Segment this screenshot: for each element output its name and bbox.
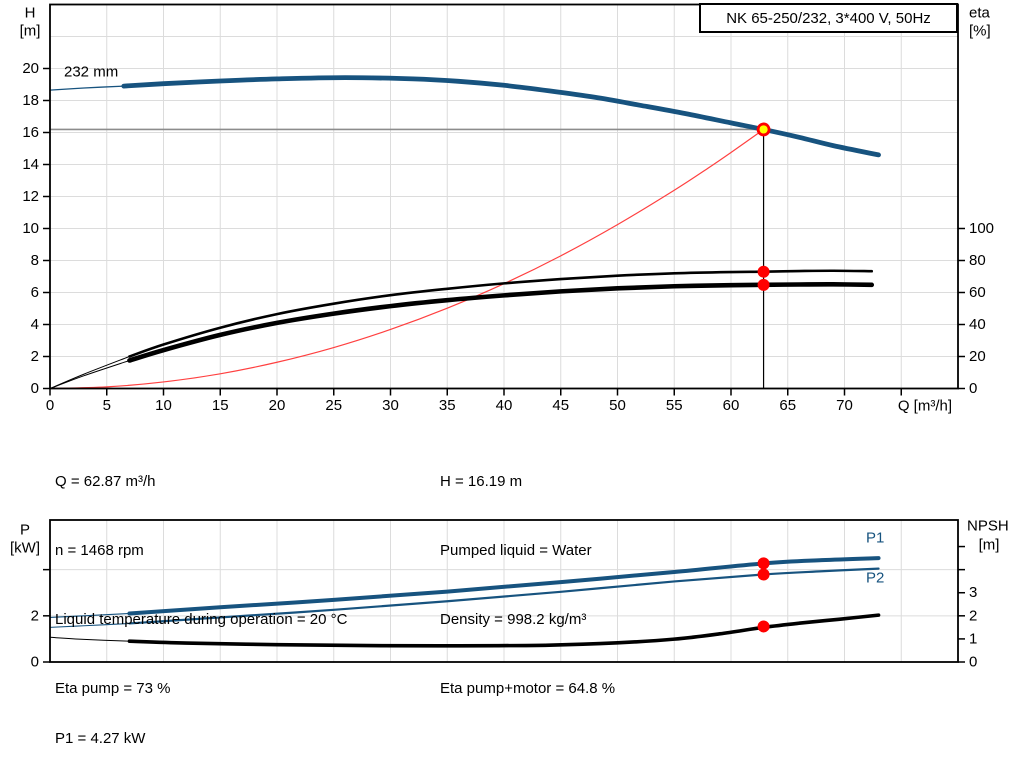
annotation-speed: n = 1468 rpm bbox=[55, 542, 144, 559]
duty-point[interactable] bbox=[756, 122, 771, 137]
svg-text:0: 0 bbox=[969, 654, 977, 671]
svg-text:NPSH: NPSH bbox=[967, 518, 1009, 535]
chart-border bbox=[49, 519, 959, 663]
p1-curve-label: P1 bbox=[866, 530, 884, 547]
svg-text:H: H bbox=[25, 5, 36, 22]
annotation-eta-pump: Eta pump = 73 % bbox=[55, 680, 171, 697]
p2-power-curve-leadin bbox=[49, 622, 130, 628]
svg-text:Q [m³/h]: Q [m³/h] bbox=[898, 398, 952, 415]
svg-text:8: 8 bbox=[31, 252, 39, 269]
svg-text:1: 1 bbox=[969, 630, 977, 647]
head-efficiency-chart: 0 5 10 15 20 25 30 35 40 45 50 55 60 65 70 0 2 4 6 8 10 12 14 1… bbox=[20, 3, 994, 415]
svg-text:40: 40 bbox=[969, 316, 986, 333]
svg-text:18: 18 bbox=[22, 92, 39, 109]
power-data-column: P1 = 4.27 kW P2 = 3.792 kW NPSH = 1.54 m… bbox=[55, 681, 397, 781]
axis-ticks bbox=[43, 545, 965, 663]
p2-power-curve[interactable] bbox=[128, 567, 880, 625]
annotation-eta-pump-motor: Eta pump+motor = 64.8 % bbox=[440, 680, 616, 697]
svg-text:eta: eta bbox=[969, 5, 991, 22]
svg-text:15: 15 bbox=[212, 397, 229, 414]
annotation-pumped-liquid: Pumped liquid = Water bbox=[440, 542, 592, 559]
system-curve[interactable] bbox=[49, 128, 764, 390]
eta-pump-motor-curve-leadin bbox=[49, 360, 130, 389]
svg-text:0: 0 bbox=[31, 654, 39, 671]
svg-text:70: 70 bbox=[836, 397, 853, 414]
svg-text:30: 30 bbox=[382, 397, 399, 414]
svg-text:35: 35 bbox=[439, 397, 456, 414]
annotation-density: Density = 998.2 kg/m³ bbox=[440, 611, 587, 628]
svg-text:16: 16 bbox=[22, 124, 39, 141]
npsh-curve[interactable] bbox=[127, 613, 881, 648]
annotation-p1: P1 = 4.27 kW bbox=[55, 730, 146, 747]
npsh-curve-leadin bbox=[49, 636, 130, 642]
svg-text:2: 2 bbox=[31, 348, 39, 365]
svg-text:20: 20 bbox=[969, 348, 986, 365]
p2-curve-label: P2 bbox=[866, 570, 884, 587]
svg-text:65: 65 bbox=[779, 397, 796, 414]
svg-text:60: 60 bbox=[723, 397, 740, 414]
annotation-head: H = 16.19 m bbox=[440, 473, 523, 490]
svg-text:60: 60 bbox=[969, 284, 986, 301]
svg-text:0: 0 bbox=[46, 397, 54, 414]
svg-text:55: 55 bbox=[666, 397, 683, 414]
axis-ticks bbox=[43, 67, 965, 396]
impeller-diameter-label: 232 mm bbox=[64, 64, 118, 81]
svg-text:20: 20 bbox=[22, 60, 39, 77]
pump-head-curve-232mm-leadin bbox=[49, 85, 124, 91]
p1-power-curve-leadin bbox=[49, 612, 130, 619]
svg-text:[kW]: [kW] bbox=[10, 540, 40, 557]
annotation-liquid-temperature: Liquid temperature during operation = 20… bbox=[55, 611, 348, 628]
eta-pump-curve[interactable] bbox=[128, 269, 874, 358]
p1-power-curve[interactable] bbox=[127, 556, 881, 616]
svg-text:6: 6 bbox=[31, 284, 39, 301]
svg-text:80: 80 bbox=[969, 252, 986, 269]
svg-text:2: 2 bbox=[31, 607, 39, 624]
npsh-duty-dot bbox=[757, 620, 770, 633]
p1-duty-dot bbox=[757, 557, 770, 570]
svg-text:5: 5 bbox=[103, 397, 111, 414]
pump-title-box: NK 65-250/232, 3*400 V, 50Hz bbox=[699, 3, 958, 33]
svg-text:[%]: [%] bbox=[969, 23, 991, 40]
gridlines bbox=[50, 4, 958, 389]
svg-text:50: 50 bbox=[609, 397, 626, 414]
eta-pump-motor-curve[interactable] bbox=[127, 282, 875, 363]
svg-text:10: 10 bbox=[155, 397, 172, 414]
axis-titles: P[kW] NPSH [m] bbox=[10, 518, 1009, 557]
pump-head-curve-232mm[interactable] bbox=[121, 75, 881, 158]
svg-text:0: 0 bbox=[31, 380, 39, 397]
eta-pump-motor-dot bbox=[757, 278, 770, 291]
annotation-flow: Q = 62.87 m³/h bbox=[55, 473, 156, 490]
svg-text:P: P bbox=[20, 522, 30, 539]
duty-data-right-column: H = 16.19 m Pumped liquid = Water Densit… bbox=[440, 424, 615, 746]
svg-text:14: 14 bbox=[22, 156, 39, 173]
svg-text:45: 45 bbox=[552, 397, 569, 414]
axis-titles: H[m] eta[%] Q [m³/h] bbox=[20, 5, 991, 415]
svg-text:[m]: [m] bbox=[20, 23, 41, 40]
svg-text:12: 12 bbox=[22, 188, 39, 205]
svg-text:3: 3 bbox=[969, 584, 977, 601]
tick-labels: 0 5 10 15 20 25 30 35 40 45 50 55 60 65 70 0 2 4 6 8 10 12 14 1… bbox=[22, 60, 994, 414]
svg-text:[m]: [m] bbox=[979, 537, 1000, 554]
svg-text:20: 20 bbox=[269, 397, 286, 414]
svg-text:0: 0 bbox=[969, 380, 977, 397]
power-npsh-chart: 0 2 0 1 2 3 P[kW] NPSH [m] P1 P2 bbox=[10, 518, 1009, 671]
svg-text:40: 40 bbox=[496, 397, 513, 414]
pump-title-text: NK 65-250/232, 3*400 V, 50Hz bbox=[726, 9, 931, 27]
tick-labels: 0 2 0 1 2 3 bbox=[31, 584, 978, 670]
svg-text:10: 10 bbox=[22, 220, 39, 237]
p2-duty-dot bbox=[757, 568, 770, 581]
svg-text:4: 4 bbox=[31, 316, 39, 333]
svg-text:2: 2 bbox=[969, 607, 977, 624]
svg-text:25: 25 bbox=[325, 397, 342, 414]
svg-text:100: 100 bbox=[969, 220, 994, 237]
duty-data-left-column: Q = 62.87 m³/h n = 1468 rpm Liquid tempe… bbox=[55, 424, 347, 746]
eta-pump-dot bbox=[757, 265, 770, 278]
